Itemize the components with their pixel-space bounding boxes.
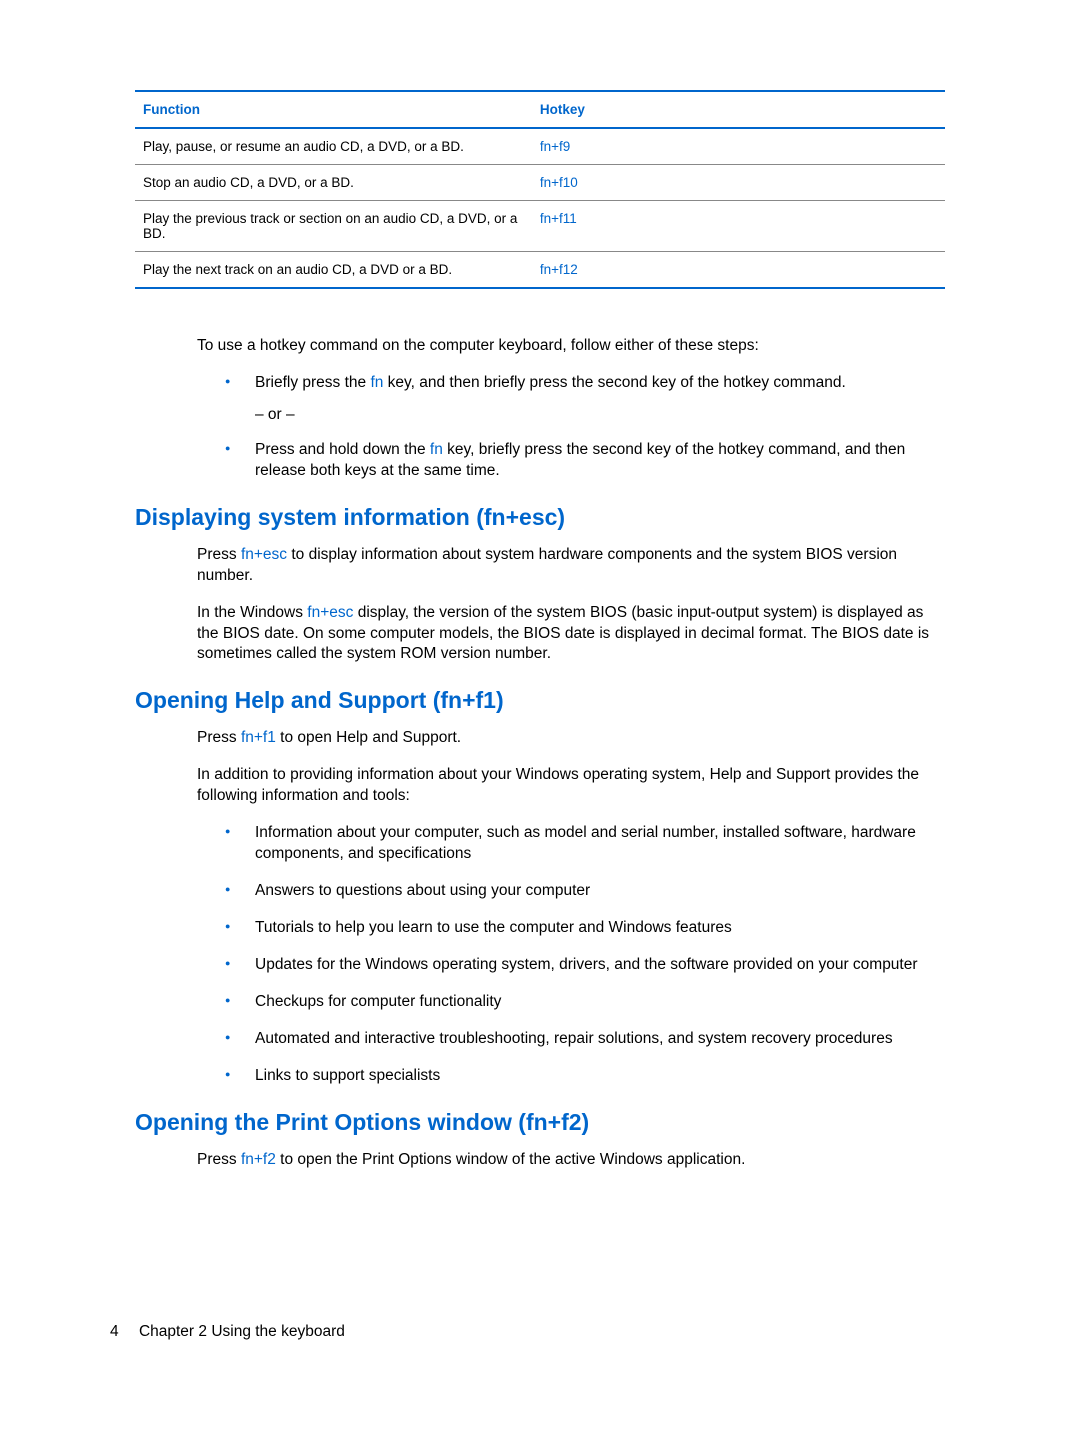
function-cell: Play the previous track or section on an… [135,201,532,252]
hotkey-text: fn+esc [307,604,353,621]
help-support-list: Information about your computer, such as… [225,823,945,1086]
text-fragment: Press [197,546,241,563]
list-item: Information about your computer, such as… [225,823,945,865]
function-cell: Play, pause, or resume an audio CD, a DV… [135,128,532,165]
table-row: Play the next track on an audio CD, a DV… [135,252,945,289]
section1-para2: In the Windows fn+esc display, the versi… [197,603,945,666]
section2-para2: In addition to providing information abo… [197,765,945,807]
text-fragment: to display information about system hard… [197,546,897,584]
function-cell: Stop an audio CD, a DVD, or a BD. [135,165,532,201]
steps-list-2: Press and hold down the fn key, briefly … [225,440,945,482]
section-3: Opening the Print Options window (fn+f2)… [195,1109,945,1171]
list-item: Answers to questions about using your co… [225,881,945,902]
intro-block: To use a hotkey command on the computer … [195,337,945,482]
list-item: Checkups for computer functionality [225,992,945,1013]
step2-pre: Press and hold down the [255,441,430,458]
steps-list: Briefly press the fn key, and then brief… [225,373,945,394]
hotkey-cell: fn+f10 [532,165,945,201]
section2-para1: Press fn+f1 to open Help and Support. [197,728,945,749]
hotkey-cell: fn+f11 [532,201,945,252]
section-heading-print-options: Opening the Print Options window (fn+f2) [135,1109,945,1136]
col-header-function: Function [135,91,532,128]
section-2: Opening Help and Support (fn+f1) Press f… [195,687,945,1086]
list-item: Briefly press the fn key, and then brief… [225,373,945,394]
table-row: Play, pause, or resume an audio CD, a DV… [135,128,945,165]
text-fragment: to open Help and Support. [276,729,461,746]
page-footer: 4 Chapter 2 Using the keyboard [110,1323,345,1341]
text-fragment: In the Windows [197,604,307,621]
hotkey-text: fn+f2 [241,1151,276,1168]
list-item: Automated and interactive troubleshootin… [225,1029,945,1050]
intro-text: To use a hotkey command on the computer … [197,337,945,355]
list-item: Updates for the Windows operating system… [225,955,945,976]
hotkey-table: Function Hotkey Play, pause, or resume a… [135,90,945,289]
hotkey-text: fn+esc [241,546,287,563]
hotkey-cell: fn+f9 [532,128,945,165]
section-heading-system-info: Displaying system information (fn+esc) [135,504,945,531]
fn-key-text: fn [370,374,383,391]
table-row: Play the previous track or section on an… [135,201,945,252]
fn-key-text: fn [430,441,443,458]
or-separator: – or – [255,406,945,424]
hotkey-cell: fn+f12 [532,252,945,289]
page-number: 4 [110,1323,119,1340]
text-fragment: to open the Print Options window of the … [276,1151,746,1168]
step1-pre: Briefly press the [255,374,370,391]
document-page: Function Hotkey Play, pause, or resume a… [0,0,1080,1246]
table-header-row: Function Hotkey [135,91,945,128]
hotkey-text: fn+f1 [241,729,276,746]
function-cell: Play the next track on an audio CD, a DV… [135,252,532,289]
list-item: Tutorials to help you learn to use the c… [225,918,945,939]
chapter-label: Chapter 2 Using the keyboard [139,1323,345,1340]
section-heading-help-support: Opening Help and Support (fn+f1) [135,687,945,714]
section-1: Displaying system information (fn+esc) P… [195,504,945,666]
list-item: Links to support specialists [225,1066,945,1087]
table-row: Stop an audio CD, a DVD, or a BD. fn+f10 [135,165,945,201]
list-item: Press and hold down the fn key, briefly … [225,440,945,482]
section1-para1: Press fn+esc to display information abou… [197,545,945,587]
step1-post: key, and then briefly press the second k… [383,374,845,391]
col-header-hotkey: Hotkey [532,91,945,128]
text-fragment: Press [197,729,241,746]
section3-para1: Press fn+f2 to open the Print Options wi… [197,1150,945,1171]
text-fragment: Press [197,1151,241,1168]
